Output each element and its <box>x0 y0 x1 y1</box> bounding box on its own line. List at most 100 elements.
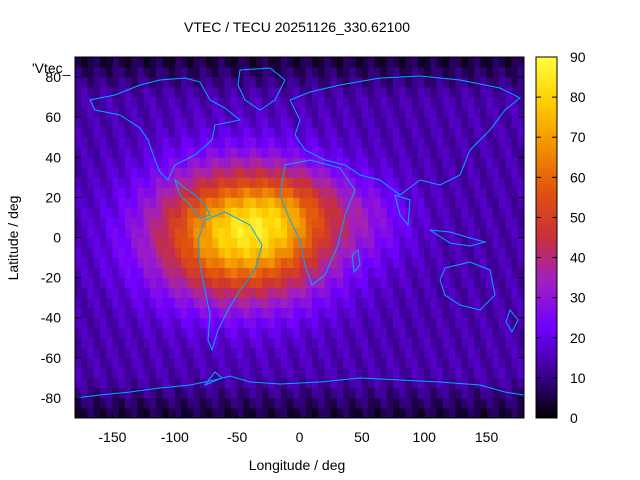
heatmap-cell <box>230 357 238 369</box>
heatmap-cell <box>162 207 169 218</box>
heatmap-cell <box>156 227 163 238</box>
heatmap-cell <box>380 287 388 299</box>
heatmap-cell <box>499 107 506 118</box>
heatmap-cell <box>193 367 201 379</box>
heatmap-cell <box>93 67 101 78</box>
heatmap-cell <box>405 167 413 178</box>
heatmap-cell <box>143 197 151 208</box>
heatmap-cell <box>293 167 300 178</box>
heatmap-cell <box>262 67 269 78</box>
heatmap-cell <box>131 147 138 158</box>
heatmap-cell <box>355 187 363 198</box>
heatmap-cell <box>168 317 176 329</box>
heatmap-cell <box>311 297 319 309</box>
heatmap-cell <box>193 67 201 78</box>
heatmap-cell <box>343 357 350 369</box>
heatmap-cell <box>305 137 313 148</box>
heatmap-cell <box>87 397 95 409</box>
heatmap-cell <box>75 367 82 379</box>
heatmap-cell <box>187 187 194 198</box>
heatmap-cell <box>405 137 413 148</box>
heatmap-cell <box>517 117 525 128</box>
heatmap-cell <box>118 327 126 339</box>
heatmap-cell <box>499 87 506 98</box>
heatmap-cell <box>262 267 269 279</box>
heatmap-cell <box>106 187 113 198</box>
heatmap-cell <box>255 337 263 349</box>
heatmap-cell <box>112 237 120 248</box>
heatmap-cell <box>174 347 182 359</box>
heatmap-cell <box>106 357 113 369</box>
heatmap-cell <box>461 127 469 138</box>
heatmap-cell <box>436 357 444 369</box>
heatmap-cell <box>118 267 126 279</box>
heatmap-cell <box>393 357 400 369</box>
heatmap-cell <box>399 377 406 389</box>
heatmap-cell <box>361 327 369 339</box>
heatmap-cell <box>399 127 406 138</box>
heatmap-cell <box>442 397 450 409</box>
heatmap-cell <box>99 187 107 198</box>
heatmap-cell <box>187 377 194 389</box>
heatmap-cell <box>424 217 431 228</box>
heatmap-cell <box>218 367 226 379</box>
heatmap-cell <box>330 187 338 198</box>
heatmap-cell <box>330 207 338 218</box>
heatmap-cell <box>467 197 475 208</box>
heatmap-cell <box>199 97 207 108</box>
heatmap-cell <box>399 197 406 208</box>
heatmap-cell <box>106 327 113 339</box>
heatmap-cell <box>174 227 182 238</box>
heatmap-cell <box>480 187 487 198</box>
heatmap-cell <box>361 367 369 379</box>
heatmap-cell <box>255 407 263 419</box>
heatmap-cell <box>430 237 438 248</box>
heatmap-cell <box>106 137 113 148</box>
heatmap-cell <box>199 317 207 329</box>
heatmap-cell <box>243 337 251 349</box>
heatmap-cell <box>355 377 363 389</box>
heatmap-cell <box>499 187 506 198</box>
heatmap-cell <box>486 227 494 238</box>
heatmap-cell <box>474 327 481 339</box>
heatmap-cell <box>374 227 381 238</box>
heatmap-cell <box>106 407 113 419</box>
heatmap-cell <box>212 237 219 248</box>
heatmap-cell <box>355 57 363 68</box>
heatmap-cell <box>255 177 263 188</box>
heatmap-cell <box>492 127 500 138</box>
heatmap-cell <box>374 347 381 359</box>
heatmap-cell <box>137 227 144 238</box>
heatmap-cell <box>461 167 469 178</box>
heatmap-cell <box>355 167 363 178</box>
heatmap-cell <box>455 397 463 409</box>
heatmap-cell <box>287 247 294 258</box>
heatmap-cell <box>343 67 350 78</box>
heatmap-cell <box>455 347 463 359</box>
heatmap-cell <box>474 97 481 108</box>
heatmap-cell <box>492 357 500 369</box>
heatmap-cell <box>424 337 431 349</box>
heatmap-cell <box>399 207 406 218</box>
heatmap-cell <box>81 107 88 118</box>
heatmap-cell <box>262 167 269 178</box>
heatmap-cell <box>243 297 251 309</box>
heatmap-cell <box>424 377 431 389</box>
heatmap-cell <box>255 257 263 268</box>
heatmap-cell <box>218 167 226 178</box>
heatmap-cell <box>305 327 313 339</box>
heatmap-cell <box>492 307 500 319</box>
heatmap-cell <box>424 357 431 369</box>
heatmap-cell <box>368 287 375 299</box>
heatmap-cell <box>380 97 388 108</box>
heatmap-cell <box>268 287 275 299</box>
heatmap-cell <box>255 307 263 319</box>
heatmap-cell <box>318 77 325 88</box>
heatmap-cell <box>299 357 307 369</box>
heatmap-cell <box>405 267 413 279</box>
heatmap-cell <box>124 177 132 188</box>
heatmap-cell <box>411 397 419 409</box>
heatmap-cell <box>417 187 425 198</box>
heatmap-cell <box>143 377 151 389</box>
heatmap-cell <box>311 147 319 158</box>
